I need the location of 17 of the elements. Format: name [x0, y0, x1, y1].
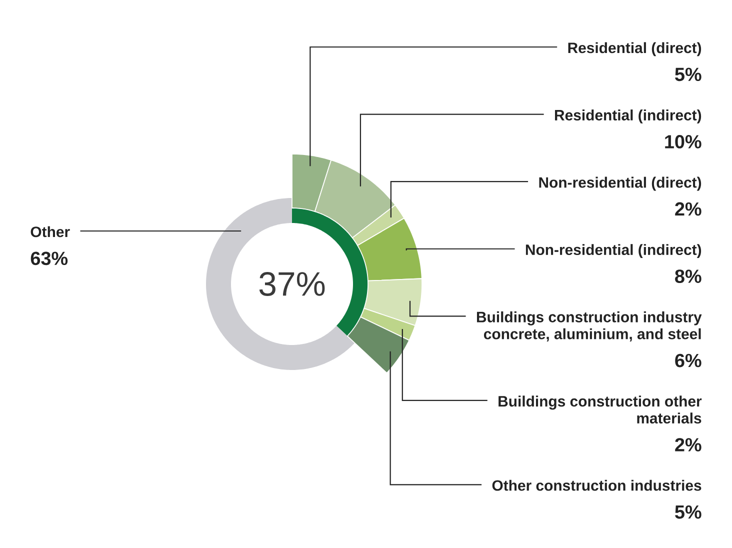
- data-label: 8%: [675, 270, 702, 283]
- slice-label: Buildings construction industry concrete, aluminium, and steel: [476, 311, 702, 342]
- data-label: 5%: [675, 505, 702, 519]
- slice-label: Non-residential (indirect): [526, 244, 702, 258]
- data-label: 10%: [665, 135, 702, 148]
- data-label: 2%: [675, 438, 702, 452]
- slice-label: Non-residential (direct): [539, 176, 702, 191]
- data-label: 2%: [675, 202, 702, 216]
- slice-label: Other construction industries: [492, 480, 702, 491]
- slice-label: Residential (indirect): [555, 110, 702, 124]
- slice-label: Other: [30, 226, 70, 238]
- data-label: 63%: [30, 252, 68, 266]
- data-label: 6%: [675, 354, 702, 368]
- data-label: 5%: [675, 68, 702, 82]
- text: 37%: [259, 272, 325, 296]
- slice-label: Residential (direct): [568, 42, 702, 56]
- slice-label: Buildings construction other materials: [498, 396, 702, 424]
